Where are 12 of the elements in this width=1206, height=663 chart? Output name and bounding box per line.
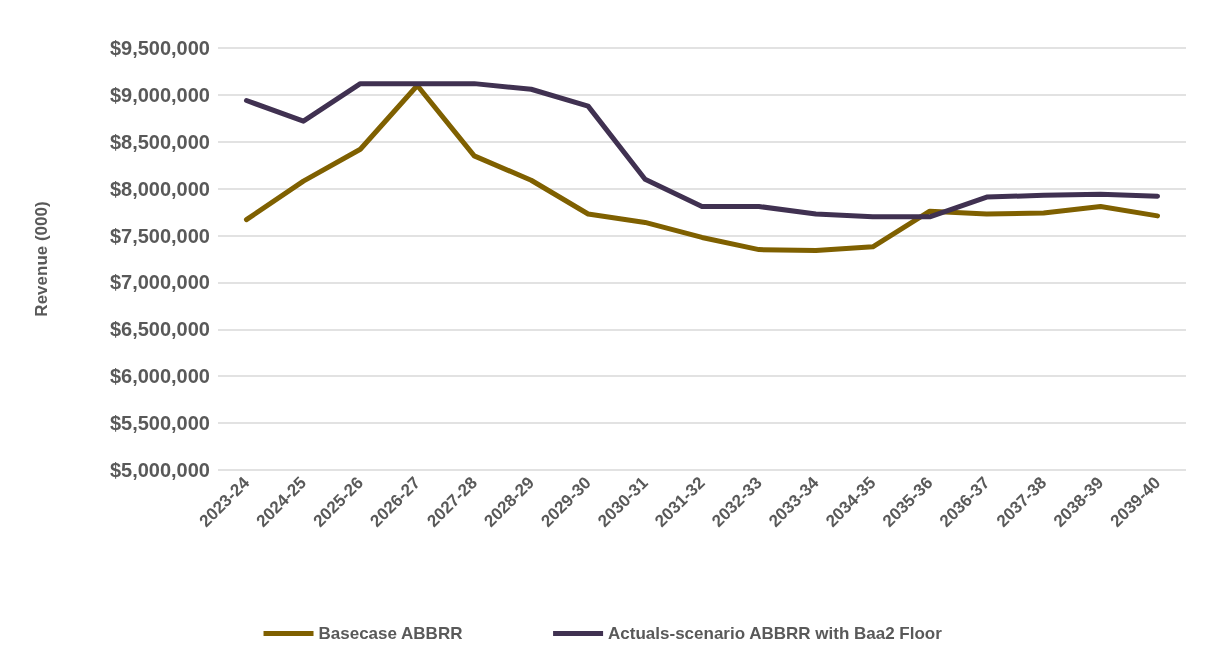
y-tick-label: $9,000,000 xyxy=(109,83,210,106)
y-axis-title: Revenue (000) xyxy=(32,201,51,317)
y-tick-label: $6,000,000 xyxy=(109,365,210,388)
y-tick-label: $7,500,000 xyxy=(109,224,210,247)
legend-label: Basecase ABBRR xyxy=(318,624,463,643)
y-tick-label: $6,500,000 xyxy=(109,318,210,341)
y-tick-label: $8,000,000 xyxy=(109,177,210,200)
legend-label: Actuals-scenario ABBRR with Baa2 Floor xyxy=(608,624,943,643)
y-tick-label: $5,500,000 xyxy=(109,412,210,435)
y-tick-label: $9,500,000 xyxy=(109,37,210,59)
y-tick-label: $8,500,000 xyxy=(109,130,210,153)
y-tick-label: $7,000,000 xyxy=(109,271,210,294)
